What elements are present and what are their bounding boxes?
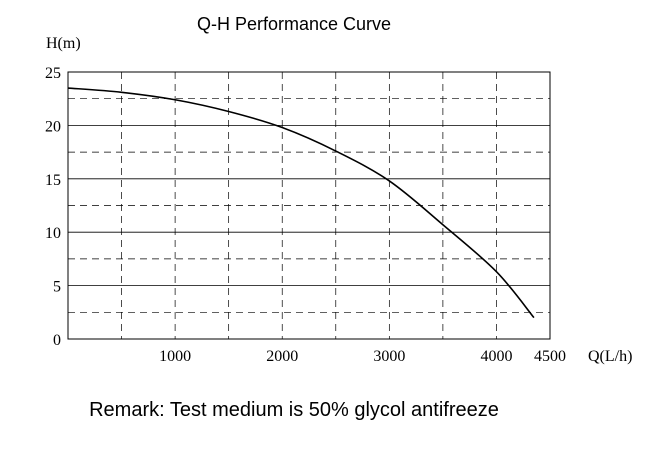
y-axis-label: H(m) xyxy=(46,35,81,52)
y-tick-label: 20 xyxy=(45,118,61,135)
y-tick-label: 15 xyxy=(45,172,61,189)
series xyxy=(67,87,535,319)
x-tick-label: 3000 xyxy=(373,348,405,365)
x-tick-label: 2000 xyxy=(266,348,298,365)
y-tick-label: 10 xyxy=(45,225,61,242)
chart-title: Q-H Performance Curve xyxy=(197,14,391,34)
y-tick-label: 0 xyxy=(53,332,61,349)
grid xyxy=(67,71,551,340)
x-tick-label: 4000 xyxy=(480,348,512,365)
y-tick-label: 5 xyxy=(53,279,61,296)
y-tick-label: 25 xyxy=(45,65,61,82)
x-tick-label: 4500 xyxy=(534,348,566,365)
x-tick-labels: 1000 2000 3000 4000 4500 xyxy=(159,348,566,365)
qh-curve xyxy=(67,87,535,319)
remark-note: Remark: Test medium is 50% glycol antifr… xyxy=(89,399,499,421)
y-tick-labels: 0 5 10 15 20 25 xyxy=(45,65,61,349)
x-tick-label: 1000 xyxy=(159,348,191,365)
x-axis-label: Q(L/h) xyxy=(588,348,632,365)
